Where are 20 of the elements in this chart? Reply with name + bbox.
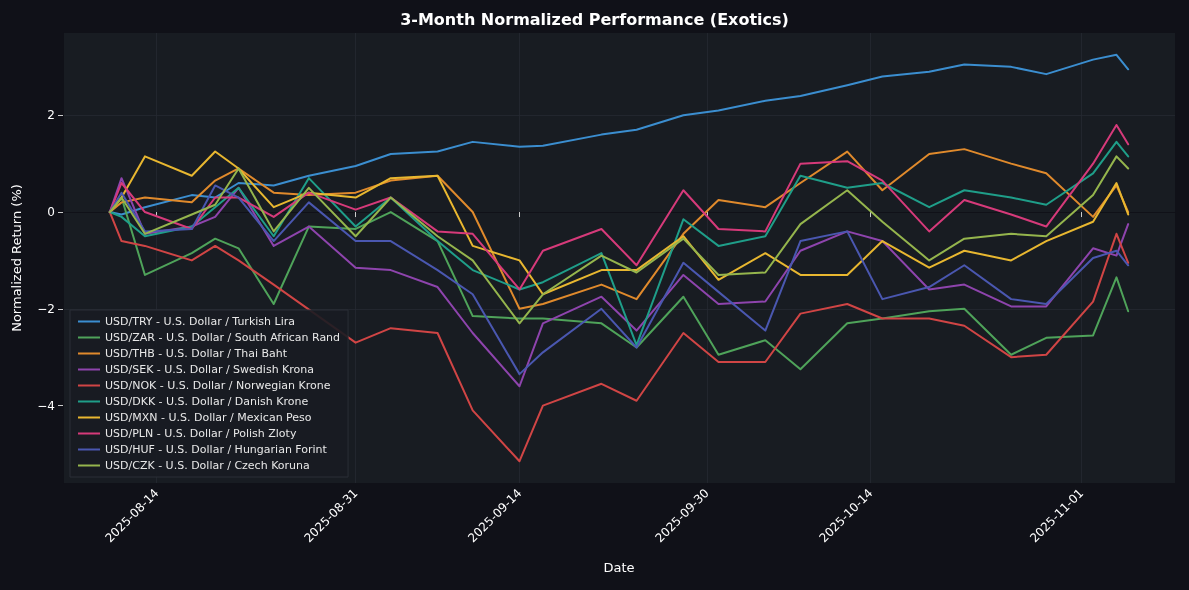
y-tick-label: 2 [47,108,55,123]
legend-label: USD/CZK - U.S. Dollar / Czech Koruna [105,459,310,472]
legend-label: USD/HUF - U.S. Dollar / Hungarian Forint [105,443,328,456]
y-tick-label: −2 [37,301,55,316]
legend-label: USD/THB - U.S. Dollar / Thai Baht [105,347,288,360]
legend-label: USD/NOK - U.S. Dollar / Norwegian Krone [105,379,331,392]
legend-label: USD/SEK - U.S. Dollar / Swedish Krona [105,363,315,376]
y-axis-title: Normalized Return (%) [9,184,24,332]
line-series [108,123,1130,291]
y-tick-label: −4 [37,398,55,413]
line-series [108,140,1130,347]
x-axis-title: Date [603,560,635,575]
legend-label: USD/MXN - U.S. Dollar / Mexican Peso [105,411,312,424]
chart-title: 3-Month Normalized Performance (Exotics) [400,9,789,29]
legend-label: USD/TRY - U.S. Dollar / Turkish Lira [105,315,295,328]
y-tick-label: 0 [47,205,55,220]
legend-label: USD/PLN - U.S. Dollar / Polish Zloty [105,427,297,440]
legend-label: USD/DKK - U.S. Dollar / Danish Krone [105,395,309,408]
line-series [108,211,1130,463]
legend-label: USD/ZAR - U.S. Dollar / South African Rand [105,331,341,344]
